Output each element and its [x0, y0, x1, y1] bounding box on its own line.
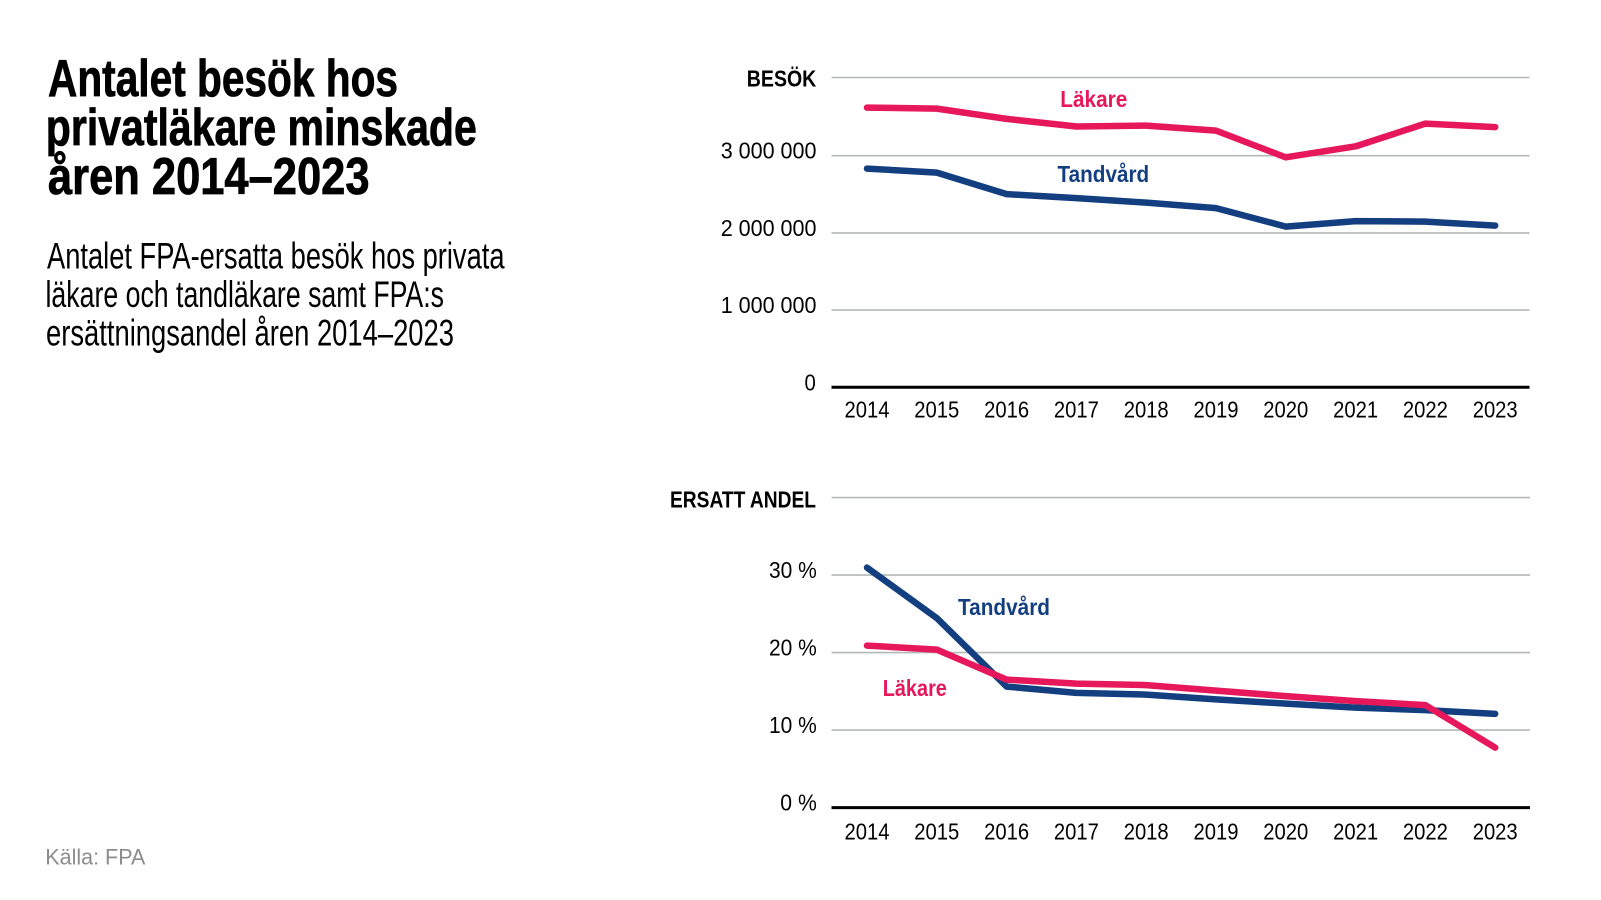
svg-text:2017: 2017: [1054, 819, 1099, 845]
svg-text:2023: 2023: [1473, 397, 1518, 423]
svg-text:2019: 2019: [1194, 819, 1239, 845]
svg-text:2020: 2020: [1263, 397, 1308, 423]
svg-text:ERSATT ANDEL: ERSATT ANDEL: [670, 486, 816, 512]
svg-text:0 %: 0 %: [780, 790, 817, 816]
svg-text:2016: 2016: [984, 819, 1029, 845]
svg-text:åren 2014–2023: åren 2014–2023: [48, 148, 370, 206]
svg-text:2015: 2015: [914, 819, 959, 845]
svg-text:Antalet besök hos: Antalet besök hos: [48, 50, 398, 108]
svg-text:ersättningsandel åren 2014–202: ersättningsandel åren 2014–2023: [46, 312, 454, 353]
svg-text:2021: 2021: [1333, 819, 1378, 845]
svg-text:Läkare: Läkare: [883, 675, 947, 701]
svg-text:0: 0: [805, 369, 816, 395]
svg-text:2014: 2014: [845, 819, 890, 845]
svg-text:2016: 2016: [984, 397, 1029, 423]
svg-text:Tandvård: Tandvård: [958, 594, 1050, 620]
svg-text:1 000 000: 1 000 000: [721, 292, 817, 318]
svg-text:2018: 2018: [1124, 819, 1169, 845]
svg-text:privatläkare minskade: privatläkare minskade: [46, 99, 477, 157]
svg-text:Tandvård: Tandvård: [1058, 161, 1150, 187]
svg-text:2014: 2014: [845, 397, 890, 423]
svg-text:BESÖK: BESÖK: [747, 65, 817, 91]
svg-text:Källa: FPA: Källa: FPA: [45, 845, 145, 870]
svg-text:2018: 2018: [1124, 397, 1169, 423]
svg-text:läkare och tandläkare samt FPA: läkare och tandläkare samt FPA:s: [46, 274, 445, 315]
svg-text:2 000 000: 2 000 000: [721, 215, 817, 241]
svg-text:3 000 000: 3 000 000: [721, 138, 817, 164]
svg-text:2020: 2020: [1263, 819, 1308, 845]
svg-text:30 %: 30 %: [769, 557, 817, 583]
svg-text:20 %: 20 %: [769, 635, 817, 661]
svg-text:2022: 2022: [1403, 819, 1448, 845]
svg-text:2017: 2017: [1054, 397, 1099, 423]
svg-text:10 %: 10 %: [769, 712, 817, 738]
svg-text:2015: 2015: [914, 397, 959, 423]
svg-text:2022: 2022: [1403, 397, 1448, 423]
svg-text:Antalet FPA-ersatta besök hos: Antalet FPA-ersatta besök hos privata: [47, 235, 505, 276]
svg-text:Läkare: Läkare: [1060, 86, 1127, 112]
svg-text:2023: 2023: [1473, 819, 1518, 845]
svg-text:2021: 2021: [1333, 397, 1378, 423]
svg-text:2019: 2019: [1194, 397, 1239, 423]
